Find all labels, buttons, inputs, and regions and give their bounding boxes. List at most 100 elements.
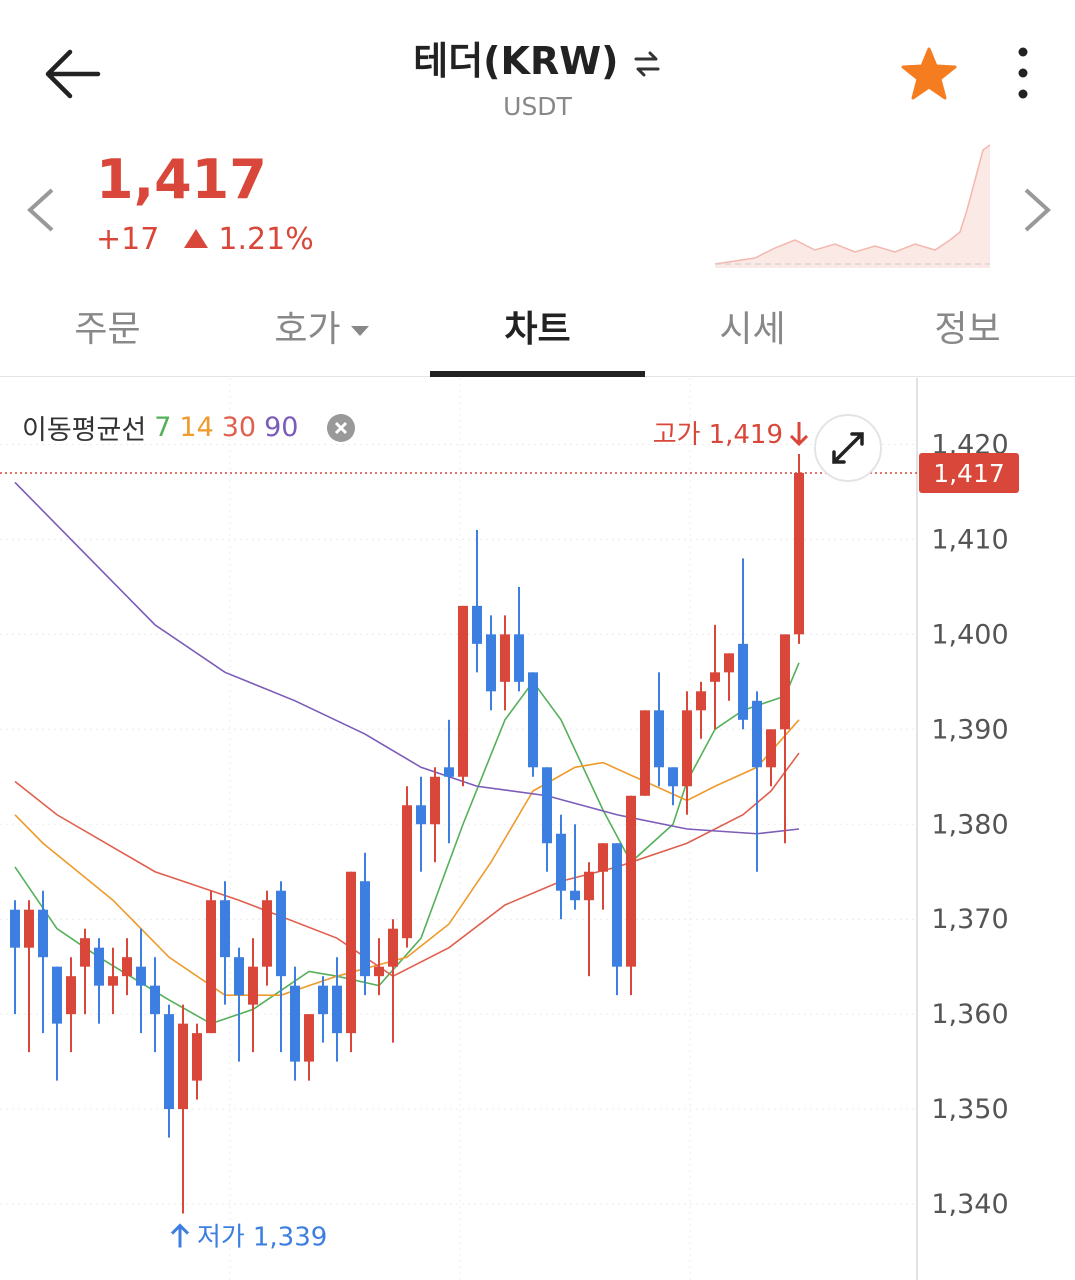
candle-body xyxy=(332,985,342,1034)
candle-body xyxy=(178,1023,188,1110)
candle-body xyxy=(24,909,34,948)
candle-body xyxy=(108,976,118,986)
candle-body xyxy=(94,947,104,986)
y-tick-label: 1,360 xyxy=(931,999,1008,1030)
sparkline xyxy=(714,144,991,268)
swap-icon[interactable] xyxy=(632,49,662,79)
candle-body xyxy=(682,710,692,787)
candle-body xyxy=(290,985,300,1062)
legend-title: 이동평균선 xyxy=(22,415,147,446)
annotation-value: 1,419 xyxy=(709,420,783,450)
y-tick-label: 1,340 xyxy=(931,1189,1008,1220)
candle-body xyxy=(38,909,48,958)
tab[interactable]: 주문 xyxy=(74,309,141,350)
tab[interactable]: 정보 xyxy=(934,309,1001,350)
candle-body xyxy=(360,881,370,977)
candle-body xyxy=(248,966,258,1005)
low-arrow xyxy=(170,1223,190,1248)
back-button[interactable] xyxy=(40,46,102,102)
candle-body xyxy=(304,1014,314,1062)
candle-body xyxy=(556,833,566,891)
favorite-star[interactable] xyxy=(900,46,958,102)
ma-line xyxy=(14,662,800,1025)
candle-body xyxy=(570,890,580,901)
tab-bar: 주문 호가 차트 시세 정보 xyxy=(0,288,1075,377)
candle-body xyxy=(402,805,412,939)
high-annotation: 고가 1,419 xyxy=(653,420,783,450)
candle-body xyxy=(122,957,132,977)
legend-item: 7 xyxy=(154,412,172,443)
prev-arrow[interactable] xyxy=(24,186,58,234)
candle-body xyxy=(752,700,762,768)
candle-body xyxy=(444,767,454,777)
candle-body xyxy=(626,795,636,967)
legend-item: 90 xyxy=(264,412,299,443)
candle-body xyxy=(318,985,328,1015)
candle-body xyxy=(766,729,776,768)
legend-item: 14 xyxy=(179,412,214,443)
annotation-value: 1,339 xyxy=(253,1223,327,1253)
subtitle: USDT xyxy=(503,92,572,121)
more-menu[interactable] xyxy=(1010,46,1036,102)
candle-body xyxy=(724,653,734,673)
candle-body xyxy=(696,691,706,711)
candle-body xyxy=(528,672,538,768)
candle-body xyxy=(584,871,594,901)
candle-body xyxy=(640,710,650,796)
candle-body xyxy=(164,1014,174,1110)
candle-body xyxy=(10,909,20,948)
price: 1,417 xyxy=(96,148,267,211)
title-wrap: 테더(KRW) xyxy=(0,30,1075,85)
candle-body xyxy=(234,957,244,996)
candle-body xyxy=(66,976,76,1015)
candle-body xyxy=(654,710,664,768)
annotation-text: 고가 xyxy=(653,420,701,450)
candle-body xyxy=(458,605,468,777)
candle-body xyxy=(598,843,608,872)
tab-active[interactable]: 차트 xyxy=(430,288,645,377)
candle-body xyxy=(794,472,804,635)
y-tick-label: 1,370 xyxy=(931,904,1008,935)
tab[interactable]: 시세 xyxy=(719,309,786,350)
candle-body xyxy=(542,767,552,844)
candle-body xyxy=(472,605,482,644)
legend-close[interactable] xyxy=(326,413,356,443)
tab-wrap[interactable]: 호가 xyxy=(215,288,430,376)
title: 테더(KRW) xyxy=(413,39,619,83)
change-rate: 1.21% xyxy=(218,222,314,257)
candle-body xyxy=(710,672,720,682)
chart: 1,340 1,350 1,360 1,370 1,380 1,390 1,400 1,410… xyxy=(0,378,1019,1280)
next-arrow[interactable] xyxy=(1020,186,1054,234)
y-tick-label: 1,380 xyxy=(931,809,1008,840)
y-tick-label: 1,410 xyxy=(931,524,1008,555)
change: +17 xyxy=(96,222,160,257)
legend-item: 30 xyxy=(221,412,257,443)
candle-body xyxy=(262,900,272,967)
last-price-label: 1,417 xyxy=(933,459,1005,488)
expand-button[interactable] xyxy=(814,414,882,482)
y-tick-label: 1,390 xyxy=(931,714,1008,745)
candle-body xyxy=(416,805,426,825)
candle-body xyxy=(738,643,748,720)
candle-body xyxy=(220,900,230,958)
candle-body xyxy=(514,634,524,682)
tab: 호가 xyxy=(274,309,341,350)
candle-body xyxy=(80,938,90,967)
candle-body xyxy=(500,634,510,682)
annotation-text: 저가 xyxy=(197,1223,245,1253)
low-annotation: 저가 1,339 xyxy=(197,1223,327,1253)
ma-line xyxy=(14,481,800,835)
high-arrow xyxy=(789,421,809,447)
candle-body xyxy=(388,928,398,967)
candle-body xyxy=(192,1033,202,1081)
candle-body xyxy=(150,985,160,1015)
candle-body xyxy=(612,843,622,967)
up-triangle xyxy=(183,229,208,248)
last-price-badge xyxy=(919,452,1019,493)
candle-body xyxy=(136,966,146,986)
ma-legend: 이동평균선 7 14 30 90 xyxy=(22,408,356,447)
candle-body xyxy=(52,966,62,1024)
candle-body xyxy=(346,871,356,1034)
